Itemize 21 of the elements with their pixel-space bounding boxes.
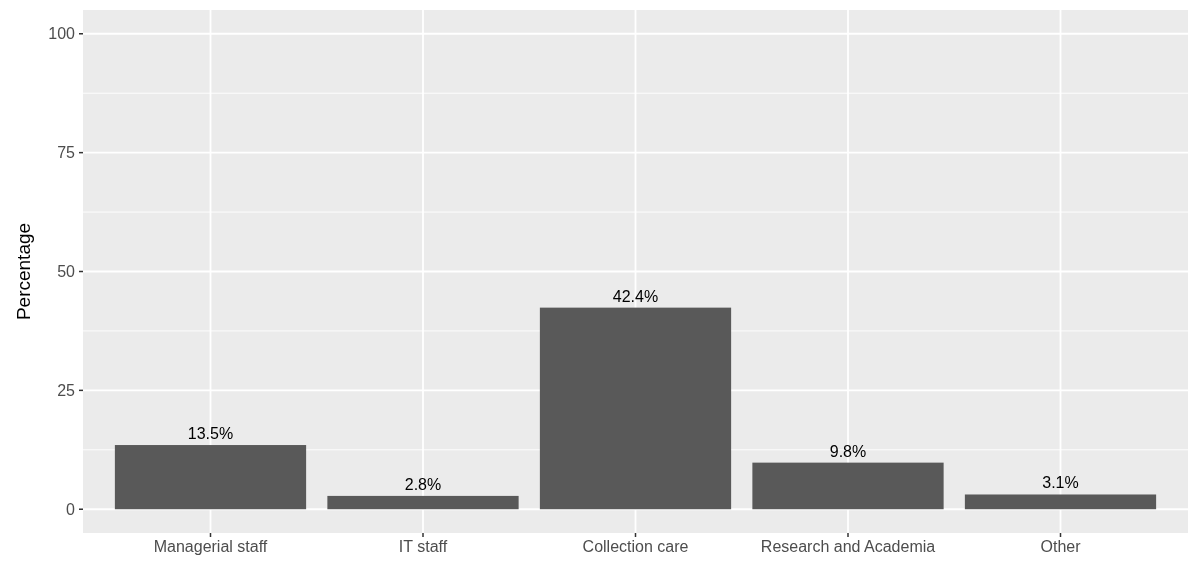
y-tick-label: 75 bbox=[57, 144, 76, 162]
data-label: 42.4% bbox=[612, 287, 659, 305]
bar bbox=[752, 462, 944, 510]
data-label: 3.1% bbox=[1042, 474, 1079, 492]
y-axis-title: Percentage bbox=[13, 222, 34, 321]
x-tick-label: Collection care bbox=[582, 538, 689, 555]
x-tick-label: Managerial staff bbox=[153, 538, 268, 555]
x-tick-label: Other bbox=[1040, 538, 1082, 555]
bar bbox=[539, 307, 732, 510]
data-label: 13.5% bbox=[187, 425, 234, 443]
bar bbox=[964, 494, 1157, 510]
y-tick-label: 25 bbox=[57, 381, 76, 399]
y-tick-label: 100 bbox=[48, 25, 76, 43]
data-label: 9.8% bbox=[829, 442, 867, 460]
data-label: 2.8% bbox=[404, 475, 442, 493]
y-tick-label: 0 bbox=[66, 500, 76, 518]
x-tick-label: Research and Academia bbox=[760, 538, 936, 555]
bar bbox=[327, 495, 519, 510]
bar bbox=[114, 445, 307, 510]
y-tick-label: 50 bbox=[57, 263, 76, 281]
x-tick-label: IT staff bbox=[398, 538, 448, 555]
